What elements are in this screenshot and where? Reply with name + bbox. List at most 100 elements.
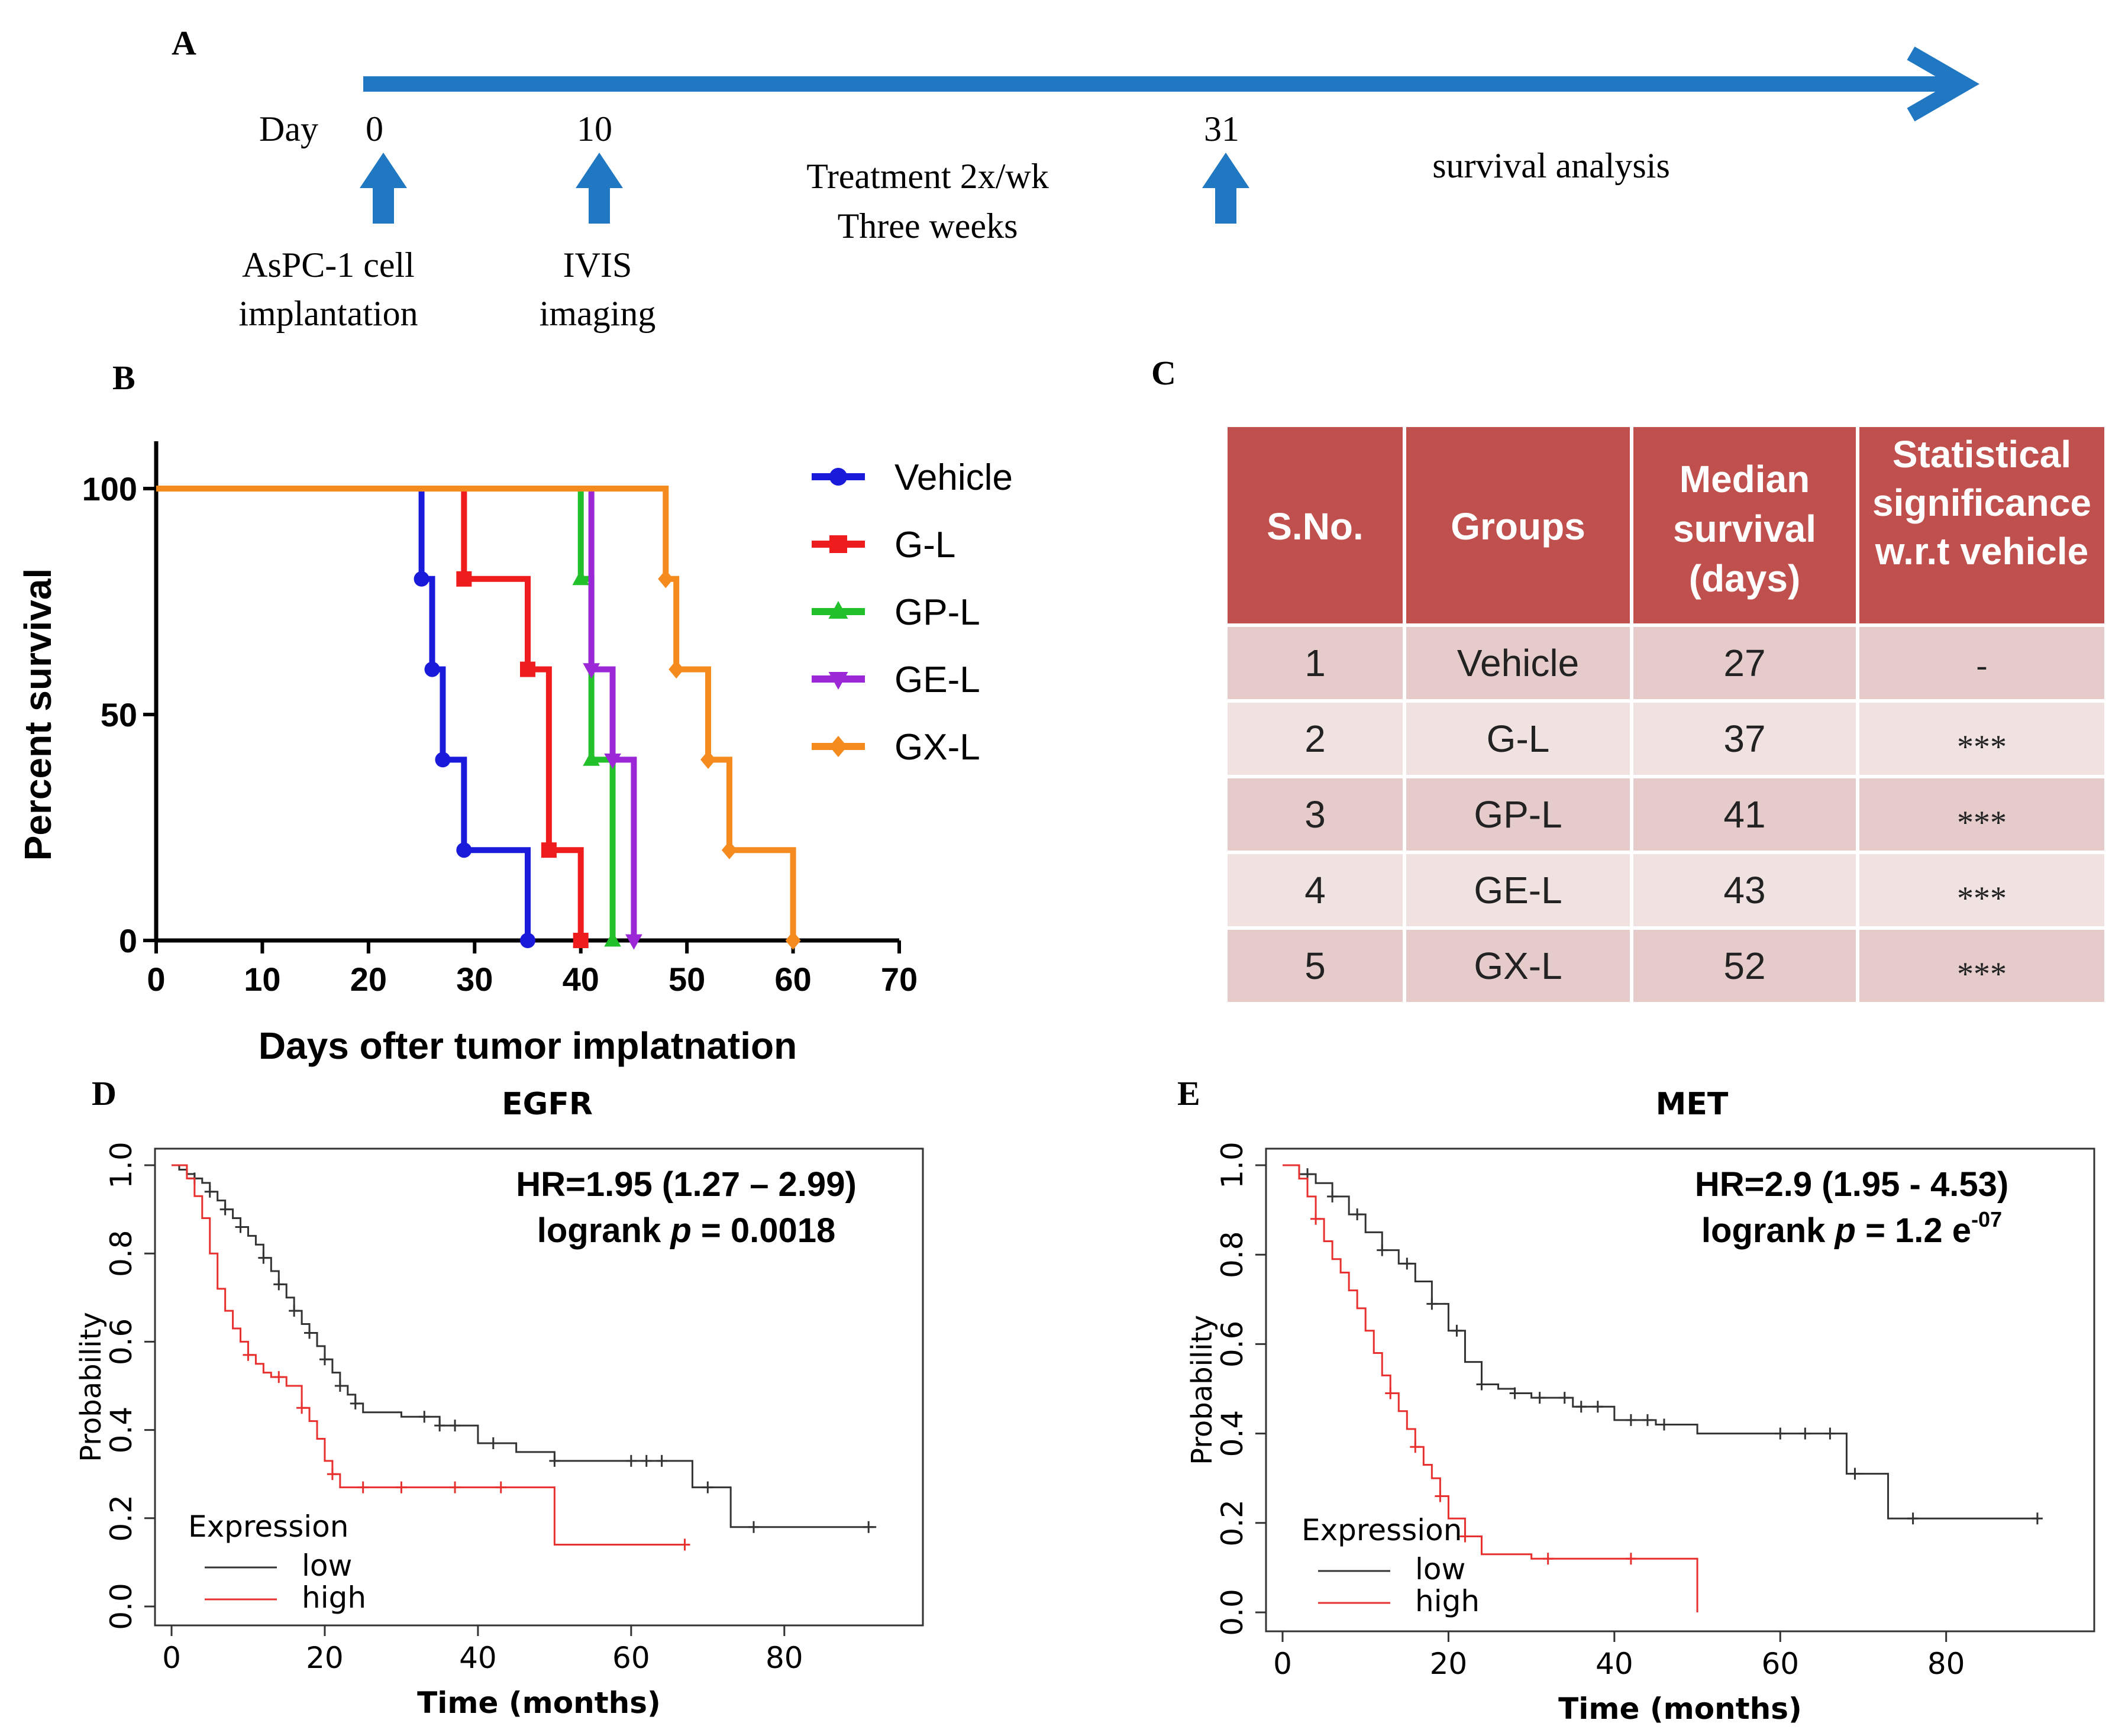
censor-mark	[1327, 1190, 1338, 1202]
header-cell-median	[1633, 427, 1856, 623]
censor-mark	[1800, 1427, 1811, 1440]
y-tick-label: 50	[101, 696, 137, 733]
km-series-high	[1283, 1164, 1698, 1612]
panel-letter-c: C	[1151, 354, 1176, 392]
censor-mark	[1426, 1298, 1438, 1310]
censor-mark	[243, 1349, 254, 1361]
table-cell	[1406, 778, 1630, 851]
x-tick-label: 20	[350, 961, 387, 998]
cell-group: Vehicle	[1457, 642, 1579, 684]
table-cell	[1633, 778, 1856, 851]
x-axis-title: Days ofter tumor implatnation	[259, 1024, 797, 1067]
x-tick-label: 40	[563, 961, 599, 998]
up-arrow-day-31	[1202, 153, 1249, 224]
legend-marker	[828, 601, 848, 619]
data-point	[604, 931, 621, 947]
series-line	[156, 486, 531, 940]
x-tick-label: 0	[162, 1641, 181, 1675]
data-point	[700, 750, 716, 769]
legend-label: high	[302, 1580, 366, 1615]
x-tick-label: 40	[1596, 1647, 1633, 1681]
censor-mark	[748, 1521, 759, 1533]
table-cell	[1633, 627, 1856, 699]
censor-mark	[625, 1454, 637, 1467]
x-tick-label: 20	[306, 1641, 344, 1675]
censor-mark	[1775, 1427, 1786, 1440]
censor-mark	[289, 1305, 300, 1317]
censor-mark	[656, 1454, 667, 1467]
legend-label: GX-L	[894, 727, 980, 768]
censor-mark	[641, 1454, 652, 1467]
data-point	[520, 661, 535, 677]
y-tick-label: 0	[119, 922, 137, 959]
censor-mark	[334, 1380, 345, 1392]
x-tick-label: 60	[774, 961, 811, 998]
y-tick-label: 0.6	[104, 1318, 138, 1366]
data-point	[573, 933, 589, 948]
km-series-high	[172, 1164, 690, 1551]
censor-mark	[495, 1481, 506, 1493]
censor-mark	[1849, 1467, 1861, 1480]
table-cell	[1228, 703, 1403, 775]
data-point	[658, 570, 674, 589]
header-median-1: Median	[1680, 458, 1810, 500]
censor-mark	[1907, 1512, 1919, 1525]
logrank-exponent: -07	[1971, 1207, 2002, 1231]
legend-label: high	[1415, 1584, 1480, 1618]
chart-e: MET 0.0 0.2 0.4 0.6 0.8 1.0 0 20 40 60 80 Time (mont…	[1186, 1087, 2095, 1726]
cell-group: GP-L	[1474, 793, 1562, 836]
cell-group: GX-L	[1474, 945, 1562, 987]
table-cell	[1228, 627, 1403, 699]
table-row: 1 Vehicle 27 -	[1228, 627, 2104, 699]
logrank-value: = 0.0018	[692, 1211, 836, 1250]
censor-mark	[1625, 1414, 1636, 1426]
logrank-value: = 1.2 e	[1856, 1211, 1971, 1250]
series-line	[156, 486, 796, 940]
data-point	[414, 571, 429, 587]
censor-mark	[296, 1402, 308, 1414]
panel-letter-e: E	[1177, 1074, 1200, 1113]
cell-group: G-L	[1487, 717, 1550, 760]
table-cell	[1228, 778, 1403, 851]
data-point	[541, 842, 557, 858]
table-cell	[1406, 703, 1630, 775]
y-tick-label: 0.6	[1215, 1321, 1249, 1368]
y-axis-title: Probability	[75, 1312, 108, 1462]
table-body: 1 Vehicle 27 - 2 G-L 37 *** 3 GP-L 41 *** 4 GE-L 43 ***…	[1228, 627, 2104, 1002]
hazard-ratio-text: HR=2.9 (1.95 - 4.53)	[1695, 1165, 2008, 1204]
y-tick-label: 100	[82, 470, 137, 507]
censor-mark	[1625, 1553, 1636, 1565]
data-point	[721, 840, 737, 859]
y-tick-label: 0.0	[104, 1583, 138, 1630]
panel-d: D EGFR 0.0 0.2 0.4 0.6 0.8 1.0 0 20 40 60 80 Time (m…	[75, 1074, 924, 1720]
censor-mark	[258, 1252, 269, 1264]
implant-label-2: implantation	[238, 294, 418, 333]
censor-mark	[434, 1420, 445, 1432]
panel-c: C S.No. Groups Median survival (days) St…	[1151, 354, 2104, 1002]
y-tick-label: 0.8	[104, 1230, 138, 1277]
cell-significance: ***	[1957, 804, 2007, 841]
table-cell	[1633, 854, 1856, 926]
y-tick-label: 0.4	[104, 1407, 138, 1454]
series-line	[156, 486, 584, 940]
header-median-2: survival	[1673, 507, 1816, 550]
cell-group: GE-L	[1474, 869, 1562, 911]
header-cell-groups	[1406, 427, 1630, 623]
y-axis-title: Percent survival	[17, 568, 59, 861]
censor-mark	[327, 1468, 338, 1480]
data-point	[583, 663, 600, 679]
cell-sno: 5	[1304, 945, 1326, 987]
x-tick-label: 0	[147, 961, 165, 998]
cell-median: 52	[1723, 945, 1765, 987]
table-cell	[1859, 854, 2104, 926]
censor-mark	[304, 1327, 315, 1339]
table-row: 2 G-L 37 ***	[1228, 703, 2104, 775]
data-point	[456, 571, 472, 587]
censor-mark	[863, 1521, 874, 1533]
data-point	[668, 660, 684, 679]
censor-mark	[1509, 1387, 1520, 1399]
censor-mark	[1575, 1401, 1587, 1413]
x-tick-label: 0	[1273, 1647, 1292, 1681]
censor-mark	[1310, 1213, 1322, 1225]
treatment-label-1: Treatment 2x/wk	[806, 157, 1048, 196]
